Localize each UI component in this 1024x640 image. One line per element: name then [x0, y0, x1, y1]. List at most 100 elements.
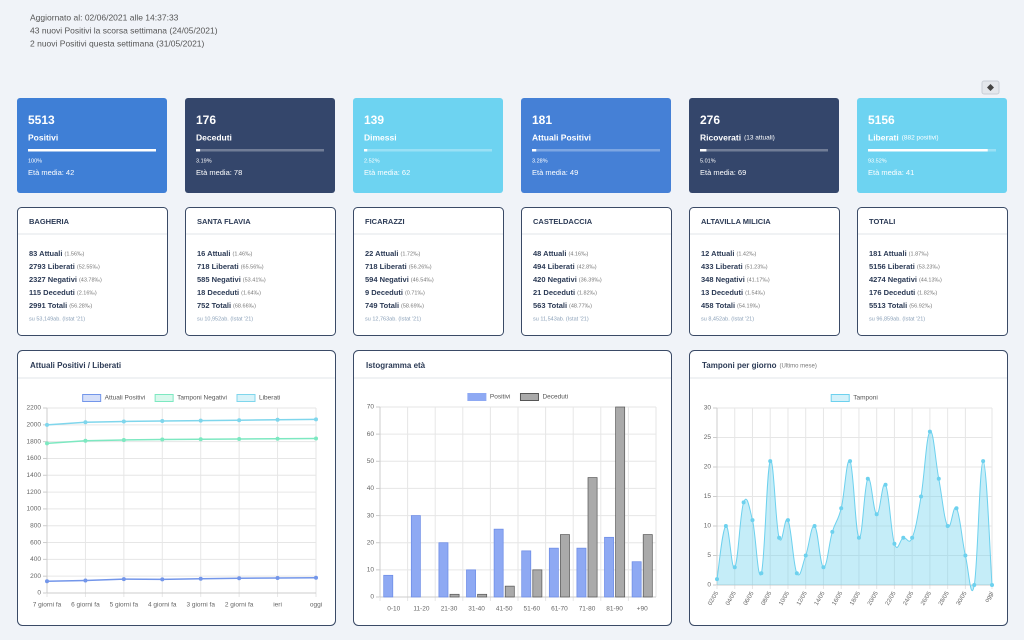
- data-point: [715, 577, 719, 582]
- y-tick-label: 200: [30, 573, 41, 580]
- town-ratio: (41.17‰): [747, 277, 770, 283]
- town-count: 21 Deceduti: [533, 288, 575, 297]
- y-tick-label: 15: [704, 493, 712, 500]
- town-count: 2991 Totali: [29, 301, 67, 310]
- progress-fill: [364, 149, 368, 152]
- town-ratio: (56.92‰): [909, 303, 932, 309]
- y-tick-label: 1800: [27, 438, 42, 445]
- town-footer: su 96,859ab. (Istat '21): [869, 316, 925, 322]
- bar: [504, 585, 515, 598]
- bar: [466, 569, 476, 598]
- town-count: 5156 Liberati: [869, 262, 915, 271]
- town-count: 749 Totali: [365, 301, 399, 310]
- bar: [642, 534, 653, 598]
- x-tick-label: 11-20: [413, 606, 430, 613]
- y-tick-label: 5: [707, 552, 711, 559]
- data-point: [848, 459, 853, 464]
- town-ratio: (56.28‰): [69, 303, 92, 309]
- legend-swatch: [467, 393, 487, 401]
- data-point: [936, 476, 941, 481]
- y-tick-label: 800: [30, 522, 41, 529]
- x-tick-label: 31-40: [468, 606, 485, 613]
- town-count: 563 Totali: [533, 301, 567, 310]
- data-point: [160, 577, 165, 582]
- chart-title: Istogramma età: [366, 361, 426, 370]
- data-point: [275, 576, 280, 581]
- chart-subtitle: (Ultimo mese): [780, 364, 817, 370]
- x-tick-label: 3 giorni fa: [186, 602, 215, 609]
- data-point: [954, 506, 959, 511]
- y-tick-label: 25: [704, 434, 712, 441]
- town-count: 13 Deceduti: [701, 288, 743, 297]
- data-point: [865, 476, 870, 481]
- town-count: 494 Liberati: [533, 262, 575, 271]
- progress-track: [196, 149, 324, 152]
- town-count: 18 Deceduti: [197, 288, 239, 297]
- town-count: 585 Negativi: [197, 275, 241, 284]
- card-percent: 93.52%: [868, 158, 887, 164]
- town-ratio: (1.82‰): [917, 290, 937, 296]
- data-point: [910, 535, 915, 540]
- card-label: Deceduti: [196, 132, 232, 142]
- bar: [449, 593, 460, 598]
- x-tick-label: oggi: [984, 591, 995, 604]
- town-count: 433 Liberati: [701, 262, 743, 271]
- town-ratio: (43.78‰): [79, 277, 102, 283]
- town-ratio: (0.71‰): [405, 290, 425, 296]
- data-point: [83, 438, 88, 443]
- progress-track: [364, 149, 492, 152]
- town-count: 115 Deceduti: [29, 288, 75, 297]
- x-tick-label: 6 giorni fa: [71, 602, 100, 609]
- card-value: 5156: [868, 113, 895, 127]
- town-ratio: (1.42‰): [736, 251, 756, 257]
- y-tick-label: 0: [370, 594, 374, 601]
- town-count: 9 Deceduti: [365, 288, 403, 297]
- x-tick-label: 71-80: [579, 606, 596, 613]
- bar: [493, 528, 504, 598]
- town-name: TOTALI: [869, 217, 895, 226]
- town-name: FICARAZZI: [365, 217, 405, 226]
- town-name: ALTAVILLA MILICIA: [701, 217, 771, 226]
- town-footer: su 12,763ab. (Istat '21): [365, 316, 421, 322]
- x-tick-label: oggi: [310, 602, 322, 609]
- card-percent: 3.28%: [532, 158, 548, 164]
- y-tick-label: 10: [704, 523, 712, 530]
- data-point: [812, 524, 817, 528]
- y-tick-label: 2200: [27, 405, 42, 412]
- x-tick-label: 21-30: [441, 606, 458, 613]
- settings-button[interactable]: [981, 80, 1000, 95]
- y-tick-label: 70: [367, 404, 375, 411]
- data-point: [45, 441, 49, 446]
- progress-fill: [28, 149, 156, 152]
- town-ratio: (1.72‰): [400, 251, 420, 257]
- legend-label: Positivi: [490, 394, 511, 401]
- data-point: [237, 576, 242, 581]
- area-fill: [717, 431, 992, 591]
- progress-fill: [196, 149, 201, 152]
- progress-fill: [532, 149, 537, 152]
- card-age: Età media: 49: [532, 168, 578, 177]
- data-point: [314, 575, 318, 580]
- town-count: 176 Deceduti: [869, 288, 915, 297]
- town-count: 594 Negativi: [365, 275, 409, 284]
- data-point: [963, 553, 968, 558]
- legend-swatch: [830, 394, 850, 402]
- y-tick-label: 40: [367, 485, 375, 492]
- legend-swatch: [154, 394, 174, 402]
- card-value: 139: [364, 113, 384, 127]
- town-card: [689, 207, 840, 336]
- chart-title: Tamponi per giorno: [702, 361, 777, 370]
- data-point: [892, 541, 897, 546]
- town-ratio: (56.26‰): [409, 264, 432, 270]
- town-footer: su 11,543ab. (Istat '21): [533, 316, 589, 322]
- data-point: [741, 500, 746, 505]
- town-count: 2793 Liberati: [29, 262, 75, 271]
- town-ratio: (1.87‰): [909, 251, 929, 257]
- summary-card: [521, 98, 671, 193]
- data-point: [275, 436, 280, 441]
- data-point: [237, 436, 242, 441]
- x-tick-label: ieri: [273, 602, 282, 609]
- town-count: 752 Totali: [197, 301, 231, 310]
- town-count: 48 Attuali: [533, 249, 566, 258]
- y-tick-label: 1400: [27, 472, 42, 479]
